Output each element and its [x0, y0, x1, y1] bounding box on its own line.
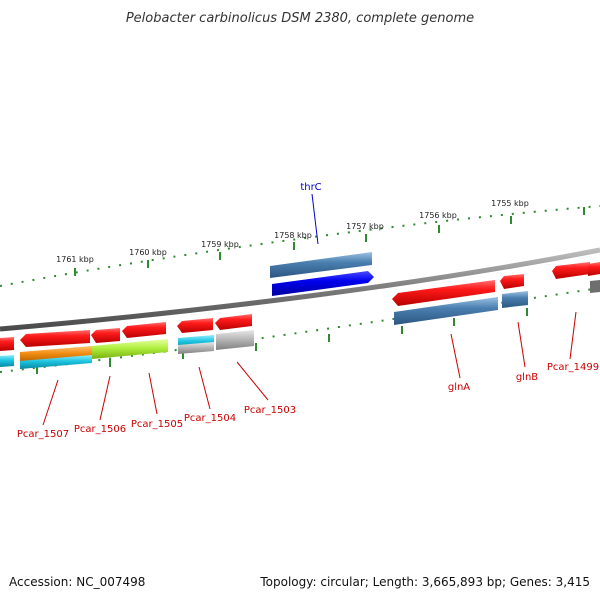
Pcar_1499-cds-arrow[interactable] [552, 262, 590, 279]
kbp-label-1758: 1758 kbp [274, 231, 312, 240]
glnB-gene-arrow[interactable] [502, 291, 528, 308]
map-title: Pelobacter carbinolicus DSM 2380, comple… [126, 11, 474, 26]
reverse-strand-features [0, 280, 600, 369]
Pcar_1506-cds-arrow[interactable] [91, 328, 120, 343]
Pcar_1507-orange-gene[interactable] [20, 346, 92, 363]
glnA-cds-arrow[interactable] [392, 280, 495, 306]
glnA-gene-arrow[interactable] [394, 297, 498, 325]
gene-label-Pcar_1504[interactable]: Pcar_1504 [184, 413, 236, 424]
Pcar_1506-lime-gene[interactable] [92, 339, 168, 359]
genome-summary-text: Topology: circular; Length: 3,665,893 bp… [259, 575, 590, 589]
edge-left-cds-arrow[interactable] [0, 337, 14, 351]
edge-left-cyan-gene[interactable] [0, 355, 14, 367]
label-leader-lines [42, 193, 577, 426]
thrC-cds-arrow[interactable] [272, 271, 374, 296]
kbp-label-1756: 1756 kbp [419, 211, 457, 220]
kbp-label-1755: 1755 kbp [491, 199, 529, 208]
Pcar_1507-cyan-gene[interactable] [20, 355, 92, 369]
kbp-label-1760: 1760 kbp [129, 248, 167, 257]
accession-text: Accession: NC_007498 [9, 575, 145, 589]
Pcar_1499-grey-gene[interactable] [590, 280, 600, 293]
Pcar_1504-cds-arrow[interactable] [177, 318, 213, 333]
Pcar_1503-grey-gene[interactable] [216, 330, 254, 350]
Pcar_1505-cds-arrow[interactable] [122, 322, 166, 338]
forward-strand-features [270, 252, 600, 306]
gene-label-Pcar_1503[interactable]: Pcar_1503 [244, 405, 296, 416]
Pcar_1504-grey-gene[interactable] [178, 342, 214, 354]
Pcar_1503-cds-arrow[interactable] [215, 314, 252, 330]
gene-label-Pcar_1506[interactable]: Pcar_1506 [74, 424, 126, 435]
kbp-label-1759: 1759 kbp [201, 240, 239, 249]
gene-label-glnB[interactable]: glnB [516, 372, 538, 383]
gene-label-Pcar_1505[interactable]: Pcar_1505 [131, 419, 183, 430]
gene-label-Pcar_1507[interactable]: Pcar_1507 [17, 429, 69, 440]
genome-backbone [0, 247, 600, 332]
edge-cds-arrow[interactable] [588, 262, 600, 276]
Pcar_1507-cds-arrow[interactable] [20, 330, 90, 347]
gene-label-Pcar_1499[interactable]: Pcar_1499 [547, 362, 599, 373]
gene-label-glnA[interactable]: glnA [448, 382, 470, 393]
glnB-cds-arrow[interactable] [500, 274, 524, 289]
thrC-gene-arrow[interactable] [270, 252, 372, 278]
kbp-label-1757: 1757 kbp [346, 222, 384, 231]
gene-label-thrC[interactable]: thrC [300, 182, 321, 193]
kbp-label-1761: 1761 kbp [56, 255, 94, 264]
outer-major-ticks [74, 207, 585, 276]
